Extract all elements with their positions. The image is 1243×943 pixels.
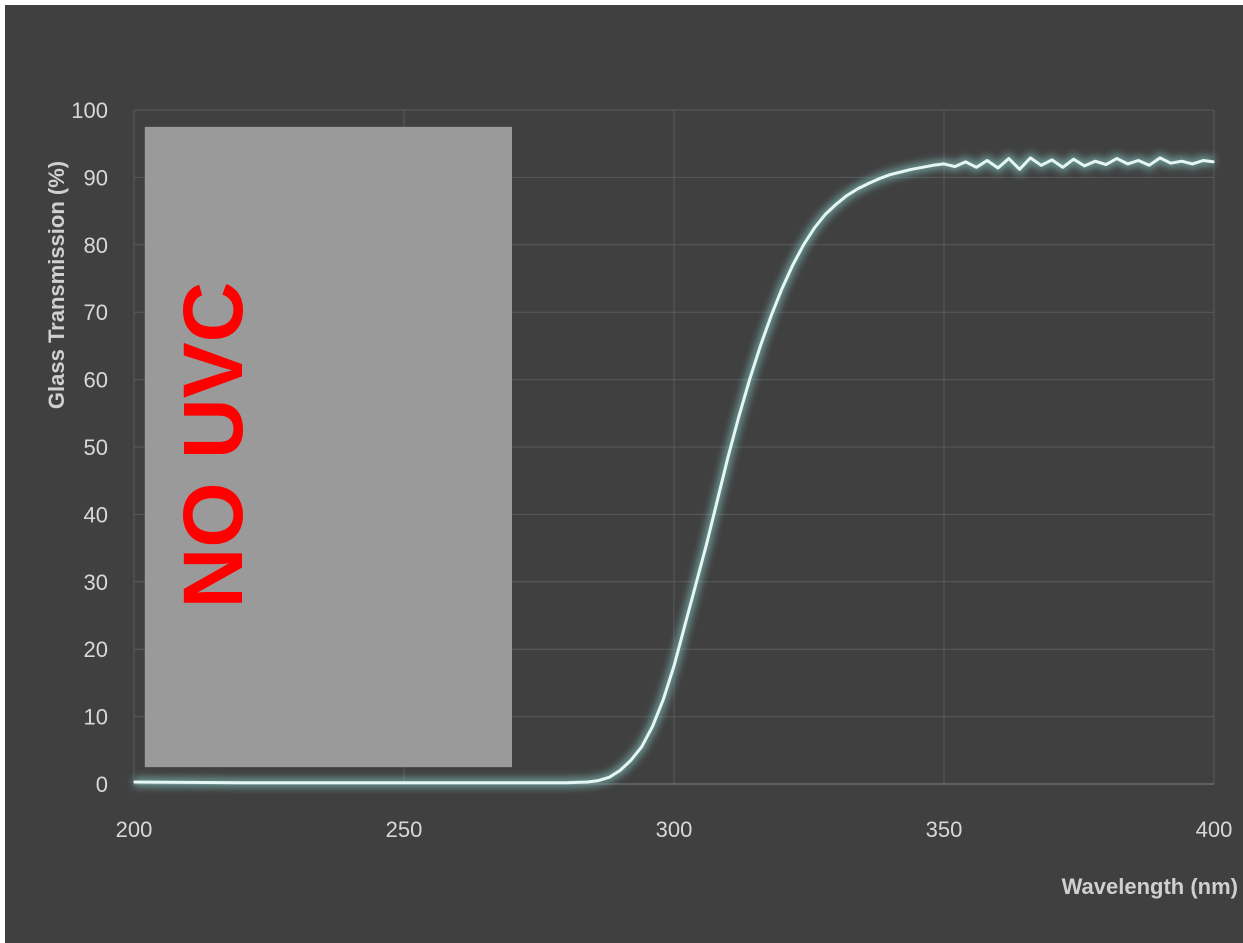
- data-point: [932, 164, 934, 167]
- data-point: [1018, 168, 1021, 171]
- data-point: [835, 203, 837, 206]
- data-point: [586, 781, 589, 783]
- x-tick-label: 250: [386, 817, 423, 842]
- no-uvc-label: NO UVC: [166, 282, 260, 609]
- data-point: [716, 500, 718, 502]
- data-point: [813, 227, 816, 229]
- y-tick-label: 70: [84, 300, 108, 325]
- data-point: [684, 624, 686, 627]
- data-point: [748, 378, 751, 381]
- data-point: [1008, 157, 1010, 160]
- data-point: [608, 776, 610, 779]
- y-axis-title: Glass Transmission (%): [44, 161, 69, 409]
- data-point: [1072, 158, 1075, 161]
- x-tick-label: 400: [1196, 817, 1233, 842]
- data-point: [1213, 161, 1215, 163]
- data-point: [759, 345, 762, 347]
- data-point: [1126, 163, 1129, 165]
- y-tick-label: 10: [84, 705, 108, 730]
- y-tick-label: 60: [84, 368, 108, 393]
- data-point: [1083, 165, 1086, 167]
- data-point: [630, 759, 632, 762]
- data-point: [921, 166, 924, 169]
- x-tick-label: 300: [656, 817, 693, 842]
- data-point: [802, 244, 805, 246]
- data-point: [846, 194, 848, 197]
- data-point: [770, 314, 772, 317]
- data-point: [727, 456, 729, 458]
- data-point: [792, 264, 794, 266]
- data-point: [1148, 164, 1150, 167]
- data-point: [1170, 162, 1172, 165]
- data-point: [694, 584, 697, 586]
- data-point: [619, 769, 621, 772]
- no-uvc-box: [144, 126, 513, 768]
- data-point: [1137, 159, 1140, 162]
- data-point: [1159, 157, 1161, 159]
- x-axis-title: Wavelength (nm): [1062, 874, 1238, 899]
- data-point: [1040, 164, 1042, 167]
- y-tick-label: 90: [84, 165, 108, 190]
- data-point: [824, 213, 826, 216]
- data-point: [1202, 159, 1204, 162]
- data-point: [867, 182, 870, 185]
- data-point: [565, 781, 567, 784]
- data-point: [1180, 160, 1183, 163]
- data-point: [640, 746, 643, 748]
- data-point: [856, 188, 859, 190]
- data-point: [651, 725, 654, 728]
- y-tick-label: 30: [84, 570, 108, 595]
- data-point: [349, 781, 351, 784]
- tick-labels: 0 10 20 30 40 50 60 70 80 90 100 200 250 300 350 400: [71, 98, 1232, 842]
- x-tick-label: 350: [926, 817, 963, 842]
- data-point: [241, 781, 243, 784]
- overlay-layer: NO UVC: [144, 126, 513, 768]
- data-point: [662, 698, 664, 701]
- data-point: [1051, 159, 1053, 161]
- data-point: [673, 665, 675, 667]
- data-point: [986, 159, 988, 162]
- data-point: [457, 781, 459, 784]
- y-tick-label: 20: [84, 637, 108, 662]
- data-point: [889, 173, 891, 176]
- data-point: [1105, 163, 1107, 166]
- data-point: [878, 177, 880, 180]
- data-point: [781, 287, 783, 290]
- y-tick-label: 40: [84, 502, 108, 527]
- data-point: [910, 168, 913, 171]
- data-point: [975, 166, 978, 169]
- x-tick-label: 200: [116, 817, 153, 842]
- data-point: [705, 543, 708, 546]
- data-point: [133, 781, 135, 783]
- data-point: [943, 163, 945, 165]
- data-point: [738, 415, 740, 418]
- data-point: [964, 161, 967, 163]
- data-point: [1191, 163, 1194, 165]
- data-point: [1029, 157, 1032, 159]
- data-point: [1062, 166, 1064, 169]
- data-point: [511, 781, 513, 784]
- y-tick-label: 100: [71, 98, 108, 123]
- y-tick-label: 80: [84, 233, 108, 258]
- y-tick-label: 50: [84, 435, 108, 460]
- data-point: [1094, 160, 1096, 163]
- data-point: [997, 167, 999, 169]
- data-point: [597, 779, 600, 782]
- y-tick-label: 0: [96, 772, 108, 797]
- data-point: [1116, 157, 1118, 160]
- data-point: [954, 165, 956, 168]
- data-point: [900, 171, 902, 173]
- series-layer: [133, 152, 1215, 788]
